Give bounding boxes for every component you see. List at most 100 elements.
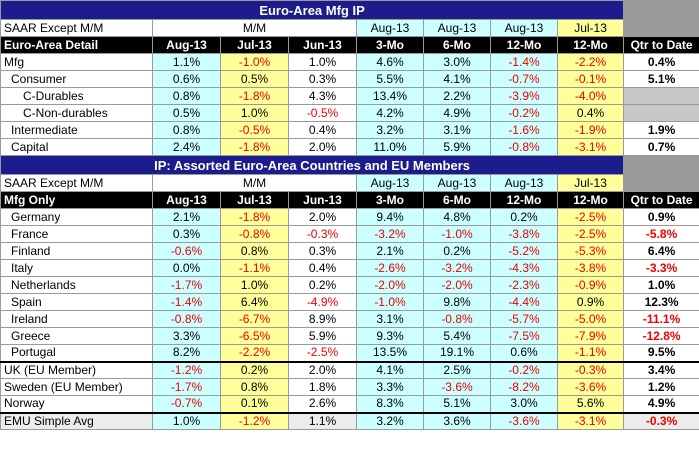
section-title: Euro-Area Mfg IP bbox=[0, 0, 625, 20]
value-cell: -3.1% bbox=[556, 411, 625, 430]
value-cell: -12.8% bbox=[623, 327, 699, 345]
data-row: Finland -0.6% 0.8% 0.3% 2.1% 0.2% -5.2% -5.3% 6.… bbox=[0, 242, 699, 260]
value-cell: 5.1% bbox=[423, 395, 491, 413]
row-label: Capital bbox=[0, 138, 153, 156]
column-header-row: Mfg Only Aug-13 Jul-13 Jun-13 3-Mo 6-Mo 12-Mo 1… bbox=[0, 191, 699, 209]
value-cell: 6.4% bbox=[623, 242, 699, 260]
value-cell: -1.8% bbox=[220, 87, 289, 105]
value-cell: -7.5% bbox=[490, 327, 558, 345]
value-cell: 9.5% bbox=[623, 344, 699, 362]
value-cell: -3.8% bbox=[490, 225, 558, 243]
value-cell: -1.0% bbox=[423, 225, 491, 243]
data-row: Greece 3.3% -6.5% 5.9% 9.3% 5.4% -7.5% -7.9% -12… bbox=[0, 327, 699, 345]
value-cell: 4.1% bbox=[356, 360, 424, 379]
value-cell: -0.3% bbox=[556, 360, 625, 379]
value-cell: -1.8% bbox=[220, 138, 289, 156]
value-cell: -2.3% bbox=[490, 276, 558, 294]
value-cell: 4.9% bbox=[623, 395, 699, 413]
value-cell: -0.6% bbox=[152, 242, 221, 260]
column-header: 12-Mo bbox=[490, 36, 558, 54]
subheader-label: SAAR Except M/M bbox=[0, 174, 153, 192]
value-cell: -0.8% bbox=[152, 310, 221, 328]
value-cell: -4.0% bbox=[556, 87, 625, 105]
subheader-12mo-prev-date: Jul-13 bbox=[556, 174, 625, 192]
section-title-row: IP: Assorted Euro-Area Countries and EU … bbox=[0, 155, 699, 175]
column-header: 12-Mo bbox=[556, 36, 625, 54]
qtd-gray-cell bbox=[623, 174, 699, 192]
data-row: Ireland -0.8% -6.7% 8.9% 3.1% -0.8% -5.7% -5.0%… bbox=[0, 310, 699, 328]
detail-label: Mfg Only bbox=[0, 191, 153, 209]
data-row: Norway -0.7% 0.1% 2.6% 8.3% 5.1% 3.0% 5.6% 4.9% bbox=[0, 395, 699, 413]
value-cell: 3.1% bbox=[356, 310, 424, 328]
ip-table: Euro-Area Mfg IP SAAR Except M/M M/M Aug-13… bbox=[0, 0, 699, 430]
value-cell: 1.1% bbox=[288, 411, 357, 430]
column-header: Jul-13 bbox=[220, 36, 289, 54]
value-cell: -0.2% bbox=[490, 104, 558, 122]
value-cell: 5.6% bbox=[556, 395, 625, 413]
value-cell: 0.4% bbox=[288, 121, 357, 139]
value-cell: -1.1% bbox=[220, 259, 289, 277]
value-cell: 3.3% bbox=[356, 378, 424, 396]
value-cell: -3.8% bbox=[556, 259, 625, 277]
subheader-12mo-prev-date: Jul-13 bbox=[556, 19, 625, 37]
value-cell: 2.0% bbox=[288, 138, 357, 156]
value-cell: 1.0% bbox=[220, 276, 289, 294]
value-cell: 0.2% bbox=[490, 208, 558, 226]
value-cell: -0.7% bbox=[490, 70, 558, 88]
value-cell: 2.0% bbox=[288, 208, 357, 226]
qtd-gray-cell bbox=[623, 19, 699, 37]
subheader-6mo-date: Aug-13 bbox=[423, 174, 491, 192]
subheader-12mo-date: Aug-13 bbox=[490, 174, 558, 192]
value-cell: 0.8% bbox=[152, 87, 221, 105]
value-cell: 19.1% bbox=[423, 344, 491, 362]
column-header: 12-Mo bbox=[490, 191, 558, 209]
value-cell: -1.0% bbox=[356, 293, 424, 311]
column-header: 6-Mo bbox=[423, 36, 491, 54]
value-cell: 4.2% bbox=[356, 104, 424, 122]
value-cell: -1.2% bbox=[220, 411, 289, 430]
column-header: Jun-13 bbox=[288, 191, 357, 209]
section-title-row: Euro-Area Mfg IP bbox=[0, 0, 699, 20]
value-cell bbox=[623, 104, 699, 122]
subheader-12mo-date: Aug-13 bbox=[490, 19, 558, 37]
value-cell: 1.0% bbox=[220, 104, 289, 122]
value-cell: 4.3% bbox=[288, 87, 357, 105]
column-header: Jun-13 bbox=[288, 36, 357, 54]
data-row: UK (EU Member) -1.2% 0.2% 2.0% 4.1% 2.5% -0.2%… bbox=[0, 360, 699, 379]
value-cell: -1.2% bbox=[152, 360, 221, 379]
value-cell: -3.3% bbox=[623, 259, 699, 277]
column-header: Aug-13 bbox=[152, 191, 221, 209]
value-cell: 3.3% bbox=[152, 327, 221, 345]
value-cell: 2.0% bbox=[288, 360, 357, 379]
value-cell: -1.4% bbox=[490, 53, 558, 71]
value-cell: -8.2% bbox=[490, 378, 558, 396]
value-cell: 2.1% bbox=[152, 208, 221, 226]
qtd-gray-cell bbox=[623, 0, 699, 20]
value-cell: 0.4% bbox=[623, 53, 699, 71]
value-cell: -3.6% bbox=[556, 378, 625, 396]
row-label: Norway bbox=[0, 395, 153, 413]
row-label: Italy bbox=[0, 259, 153, 277]
value-cell: 13.5% bbox=[356, 344, 424, 362]
value-cell: 13.4% bbox=[356, 87, 424, 105]
value-cell: 0.1% bbox=[220, 395, 289, 413]
value-cell: 1.0% bbox=[623, 276, 699, 294]
subheader-3mo-date: Aug-13 bbox=[356, 19, 424, 37]
data-row: Spain -1.4% 6.4% -4.9% -1.0% 9.8% -4.4% 0.9% 12.… bbox=[0, 293, 699, 311]
value-cell: 0.4% bbox=[288, 259, 357, 277]
value-cell: 1.0% bbox=[152, 411, 221, 430]
data-row: Sweden (EU Member) -1.7% 0.8% 1.8% 3.3% -3.6%… bbox=[0, 378, 699, 396]
value-cell: 3.0% bbox=[490, 395, 558, 413]
value-cell: 9.4% bbox=[356, 208, 424, 226]
value-cell: 0.5% bbox=[152, 104, 221, 122]
column-header: Qtr to Date bbox=[623, 191, 699, 209]
subheader-mm: M/M bbox=[152, 174, 357, 192]
row-label: C-Durables bbox=[0, 87, 153, 105]
value-cell: -3.2% bbox=[356, 225, 424, 243]
row-label: Intermediate bbox=[0, 121, 153, 139]
value-cell: 5.5% bbox=[356, 70, 424, 88]
value-cell: -11.1% bbox=[623, 310, 699, 328]
row-label: Mfg bbox=[0, 53, 153, 71]
value-cell: -2.6% bbox=[356, 259, 424, 277]
column-header: Qtr to Date bbox=[623, 36, 699, 54]
